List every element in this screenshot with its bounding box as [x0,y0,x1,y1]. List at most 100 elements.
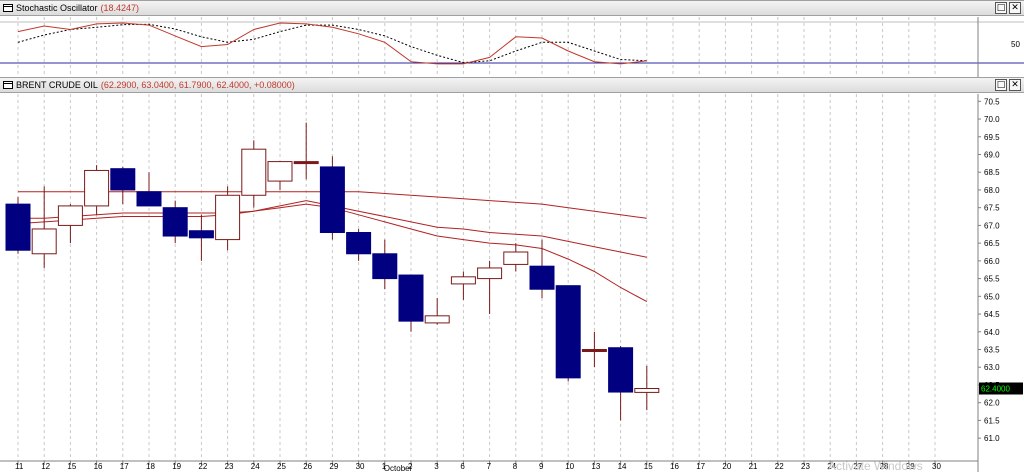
x-tick-label: 9 [539,462,544,471]
x-tick-label: 23 [225,462,234,471]
candle-body [267,161,293,182]
x-tick-label: 22 [775,462,784,471]
x-tick-label: 2 [408,462,413,471]
x-tick-label: 30 [932,462,941,471]
stochastic-value: (18.4247) [100,3,140,13]
y-tick-label: 69.0 [984,151,1000,160]
x-tick-label: 6 [460,462,465,471]
x-tick-label: 21 [749,462,758,471]
x-tick-label: 12 [41,462,50,471]
stoch-d-line [17,23,647,64]
x-tick-label: 25 [277,462,286,471]
y-tick-label: 62.0 [984,399,1000,408]
x-tick-label: 1 [382,462,387,471]
x-tick-label: 16 [94,462,103,471]
x-tick-label: 13 [591,462,600,471]
x-tick-label: 26 [303,462,312,471]
candle-body [608,347,634,393]
y-tick-label: 63.5 [984,346,1000,355]
y-tick-label: 61.0 [984,434,1000,443]
x-tick-label: 29 [906,462,915,471]
y-tick-label: 66.5 [984,239,1000,248]
close-icon[interactable]: ✕ [1009,2,1021,14]
candle-body [503,251,529,265]
candle-body [581,349,607,352]
y-tick-label: 67.5 [984,204,1000,213]
x-tick-label: 16 [670,462,679,471]
candle-body [477,267,503,280]
month-label: October [384,464,413,472]
y-tick-label: 61.5 [984,416,1000,425]
x-tick-label: 14 [618,462,627,471]
y-tick-label: 66.0 [984,257,1000,266]
candle-body [346,232,372,255]
panel-menu-icon[interactable] [3,81,13,89]
x-tick-label: 3 [434,462,439,471]
y-tick-label: 64.5 [984,310,1000,319]
y-tick-label: 68.0 [984,186,1000,195]
x-tick-label: 27 [853,462,862,471]
x-tick-label: 17 [120,462,129,471]
y-tick-label: 65.5 [984,275,1000,284]
price-panel-header: BRENT CRUDE OIL (62.2900, 63.0400, 61.79… [0,77,1024,93]
restore-icon[interactable]: □ [995,79,1007,91]
stoch-level-label: 50 [1011,40,1020,49]
x-tick-label: 28 [880,462,889,471]
y-tick-label: 69.5 [984,133,1000,142]
candle-body [136,191,162,207]
candle-body [57,205,83,226]
last-price-label: 62.4000 [981,385,1010,394]
candle-body [110,168,136,191]
candle-body [634,388,660,393]
price-values: (62.2900, 63.0400, 61.7900, 62.4000, +0.… [100,80,295,90]
x-tick-label: 10 [565,462,574,471]
y-tick-label: 70.5 [984,97,1000,106]
candle-body [188,230,214,239]
candle-body [241,148,267,196]
x-tick-label: 15 [644,462,653,471]
x-tick-label: 11 [15,462,24,471]
close-icon[interactable]: ✕ [1009,79,1021,91]
candle-body [555,285,581,379]
x-tick-label: 29 [329,462,338,471]
candle-body [529,265,555,290]
y-tick-label: 64.0 [984,328,1000,337]
candle-body [31,228,57,255]
candle-body [84,169,110,207]
x-tick-label: 17 [696,462,705,471]
y-tick-label: 65.0 [984,292,1000,301]
x-tick-label: 8 [513,462,518,471]
candle-body [450,276,476,285]
candle-body [215,194,241,241]
restore-icon[interactable]: □ [995,2,1007,14]
x-tick-label: 22 [198,462,207,471]
panel-menu-icon[interactable] [3,4,13,12]
watermark-text: Activate Windows [828,459,923,472]
candle-body [319,166,345,233]
y-tick-label: 70.0 [984,115,1000,124]
y-tick-label: 67.0 [984,221,1000,230]
x-tick-label: 18 [146,462,155,471]
stochastic-panel-header: Stochastic Oscillator (18.4247) □ ✕ [0,0,1024,16]
stochastic-title: Stochastic Oscillator [16,3,98,13]
candle-body [372,253,398,280]
x-tick-label: 23 [801,462,810,471]
candle-body [424,315,450,324]
price-title: BRENT CRUDE OIL [16,80,98,90]
stoch-k-line [17,22,647,65]
x-tick-label: 15 [67,462,76,471]
candle-body [398,274,424,322]
x-tick-label: 24 [251,462,260,471]
last-price-marker [979,382,1023,395]
y-tick-label: 68.5 [984,168,1000,177]
candle-body [293,161,319,165]
x-tick-label: 30 [356,462,365,471]
candle-body [162,207,188,237]
x-tick-label: 7 [487,462,492,471]
candle-body [5,203,31,251]
x-tick-label: 24 [827,462,836,471]
y-tick-label: 63.0 [984,363,1000,372]
x-tick-label: 20 [722,462,731,471]
x-tick-label: 19 [172,462,181,471]
